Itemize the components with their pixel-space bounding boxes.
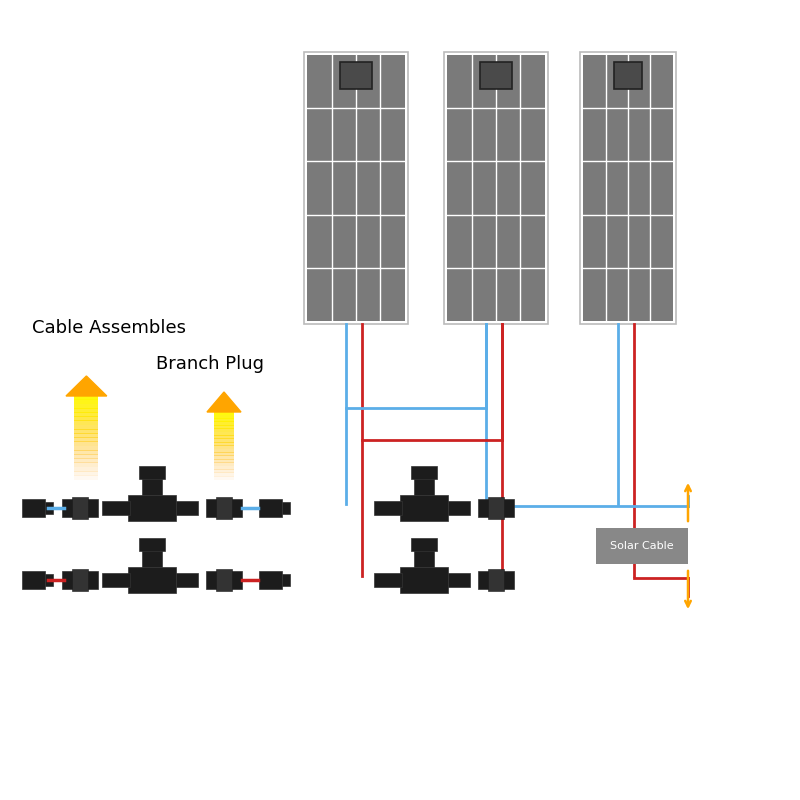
Bar [72, 569, 88, 591]
Bar [142, 473, 162, 495]
Bar [206, 499, 242, 517]
Bar [341, 62, 371, 89]
Bar [74, 403, 98, 409]
Bar [139, 466, 165, 479]
Bar [128, 567, 176, 593]
Bar [214, 414, 234, 418]
Bar [214, 428, 234, 432]
Bar [400, 495, 448, 521]
Bar [214, 459, 234, 463]
Bar [139, 538, 165, 551]
Bar [214, 469, 234, 473]
Bar [74, 399, 98, 404]
Bar [74, 462, 98, 467]
Bar [22, 571, 45, 589]
Bar [259, 571, 282, 589]
Bar [72, 497, 88, 519]
Bar [214, 462, 234, 466]
Bar [447, 55, 545, 321]
Text: Solar Cable: Solar Cable [610, 541, 674, 551]
Bar [214, 435, 234, 439]
Bar [214, 411, 234, 415]
Bar [74, 454, 98, 459]
Bar [214, 449, 234, 453]
Bar [216, 569, 232, 591]
Bar [216, 497, 232, 519]
Polygon shape [207, 392, 241, 412]
Bar [176, 501, 198, 515]
Bar [74, 437, 98, 442]
Bar [62, 499, 98, 517]
Bar [45, 574, 53, 586]
Bar [448, 573, 470, 587]
Bar [488, 569, 504, 591]
Bar [444, 52, 548, 324]
Bar [414, 545, 434, 567]
Bar [74, 421, 98, 426]
Bar [448, 501, 470, 515]
Bar [206, 571, 242, 589]
Bar [214, 452, 234, 456]
Bar [74, 475, 98, 480]
Bar [596, 528, 688, 564]
Bar [488, 497, 504, 519]
Bar [176, 573, 198, 587]
Bar [22, 499, 45, 517]
Bar [74, 412, 98, 417]
Text: Cable Assembles: Cable Assembles [32, 319, 186, 337]
Bar [583, 55, 673, 321]
Bar [304, 52, 408, 324]
Bar [214, 418, 234, 422]
Bar [214, 445, 234, 450]
Bar [214, 476, 234, 480]
Bar [214, 425, 234, 429]
Bar [374, 573, 402, 587]
Bar [142, 545, 162, 567]
Bar [614, 62, 642, 89]
Bar [214, 442, 234, 446]
Bar [62, 571, 98, 589]
Bar [214, 431, 234, 436]
Bar [74, 429, 98, 434]
Bar [282, 574, 290, 586]
Bar [214, 472, 234, 477]
Text: Branch Plug: Branch Plug [156, 355, 264, 373]
Bar [400, 567, 448, 593]
Bar [259, 499, 282, 517]
Bar [74, 395, 98, 400]
Polygon shape [66, 376, 107, 396]
Bar [74, 458, 98, 463]
Bar [478, 499, 514, 517]
Bar [45, 502, 53, 514]
Bar [102, 573, 130, 587]
Bar [307, 55, 405, 321]
Bar [214, 422, 234, 426]
Bar [74, 442, 98, 446]
Bar [480, 62, 512, 89]
Bar [74, 433, 98, 438]
Bar [74, 446, 98, 450]
Bar [411, 538, 437, 551]
Bar [374, 501, 402, 515]
Bar [214, 438, 234, 442]
Bar [74, 470, 98, 476]
Bar [580, 52, 676, 324]
Bar [478, 571, 514, 589]
Bar [214, 455, 234, 459]
Bar [74, 425, 98, 430]
Bar [128, 495, 176, 521]
Bar [102, 501, 130, 515]
Bar [282, 502, 290, 514]
Bar [74, 408, 98, 413]
Bar [411, 466, 437, 479]
Bar [214, 466, 234, 470]
Bar [74, 416, 98, 421]
Bar [74, 450, 98, 454]
Bar [414, 473, 434, 495]
Bar [74, 466, 98, 471]
